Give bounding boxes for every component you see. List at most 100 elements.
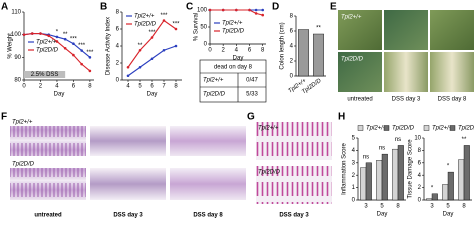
legend-label: Tpl2D/D (36, 48, 59, 54)
x-tick-label: 4 (55, 84, 59, 90)
histology (170, 126, 246, 156)
y-tick-label: 2 (418, 185, 422, 191)
significance: *** (78, 43, 86, 49)
panel-label: D (272, 2, 279, 13)
photo (430, 52, 474, 92)
histology (90, 168, 166, 200)
histology (10, 126, 86, 156)
y-axis-label: Inflammation Score (342, 143, 348, 195)
x-tick-label: 8 (88, 84, 92, 90)
legend-label: Tpl2+/+ (366, 126, 387, 132)
significance: ** (316, 26, 321, 32)
table-header: dead on day 8 (214, 65, 253, 71)
data-point (138, 65, 142, 69)
y-tick-label: 4 (290, 44, 294, 50)
panel-label: C (186, 2, 193, 13)
data-point (55, 35, 59, 39)
x-tick-label: 2 (39, 84, 43, 90)
y-tick-label: 0 (116, 78, 120, 84)
data-point (254, 12, 258, 15)
y-axis-label: Colon length (cm) (280, 22, 286, 69)
x-axis-label: Day (233, 56, 244, 62)
data-point (47, 34, 51, 38)
data-point (162, 48, 166, 52)
y-tick-label: 90 (14, 55, 21, 61)
x-tick-label: 0 (208, 48, 212, 54)
figure: A B C D E F G H dead on day 8 Tpl2+/+ 0/… (1, 2, 474, 219)
histology (90, 126, 166, 156)
bar (463, 145, 470, 201)
data-point (63, 37, 67, 41)
y-tick-label: 8 (290, 14, 294, 20)
significance: ns (363, 154, 369, 160)
significance: ** (462, 137, 467, 143)
y-tick-label: 8 (116, 10, 120, 16)
span-label: 2.5% DSS (31, 72, 59, 78)
data-point (174, 44, 178, 48)
treatment-span (24, 71, 66, 78)
bar (381, 153, 388, 201)
y-tick-label: 0 (204, 42, 208, 48)
row-label: Tpl2D/D (258, 170, 281, 176)
y-tick-label: 5 (352, 136, 356, 142)
y-tick-label: 8 (418, 148, 422, 154)
bar (426, 198, 433, 201)
data-point (88, 69, 92, 73)
table-cell: 5/33 (246, 92, 258, 98)
table-cell: Tpl2D/D (203, 92, 226, 98)
x-tick-label: 5 (380, 204, 384, 210)
panel-label: G (247, 112, 255, 123)
bar (313, 33, 324, 77)
x-tick-label: 7 (162, 84, 166, 90)
column-label: untreated (347, 97, 372, 103)
y-tick-label: 0 (290, 74, 294, 80)
photo (430, 10, 474, 50)
histology (10, 168, 86, 200)
significance: ** (138, 43, 143, 49)
y-tick-label: 0 (418, 198, 422, 204)
y-axis-label: Disease Activity Index (106, 17, 112, 75)
row-label: Tpl2D/D (341, 57, 364, 63)
data-point (138, 48, 142, 52)
photo (338, 10, 382, 50)
data-point (126, 74, 130, 78)
row-label: Tpl2+/+ (258, 126, 279, 132)
survival-table: dead on day 8 Tpl2+/+ 0/47 Tpl2D/D 5/33 (199, 59, 267, 103)
x-tick-label: 8 (174, 84, 178, 90)
data-point (254, 8, 258, 12)
panel-f: Tpl2+/+ Tpl2D/D untreated DSS day 3 DSS … (10, 120, 246, 219)
legend-swatch (449, 125, 456, 131)
data-point (88, 56, 92, 59)
y-tick-label: 10 (414, 136, 421, 142)
y-axis-label: % Survival (194, 13, 200, 41)
histology (256, 166, 332, 204)
y-tick-label: 3 (352, 160, 356, 166)
x-tick-label: 4 (126, 84, 130, 90)
legend-label: Tpl2D/D (392, 126, 415, 132)
bar (298, 29, 309, 77)
axis (209, 10, 266, 45)
y-tick-label: 100 (11, 32, 22, 38)
panel-label: E (330, 2, 337, 13)
x-tick-label: 8 (462, 204, 466, 210)
y-tick-label: 6 (418, 160, 422, 166)
data-point (221, 8, 225, 12)
data-point (126, 65, 130, 69)
legend-label: Tpl2+/+ (222, 21, 243, 27)
significance: *** (160, 13, 168, 19)
data-point (30, 32, 34, 35)
column-label: DSS day 8 (438, 97, 467, 103)
panel-label: B (100, 2, 107, 13)
y-tick-label: 4 (352, 148, 356, 154)
data-point (261, 13, 265, 17)
data-point (162, 19, 166, 22)
y-tick-label: 2 (116, 61, 120, 67)
y-axis-label: Tissue Damage Score (408, 139, 414, 199)
bar (447, 171, 454, 201)
bar (360, 167, 367, 201)
bar (397, 145, 404, 201)
bar (376, 160, 383, 201)
bar (392, 148, 399, 201)
x-axis-label: Day (443, 212, 454, 218)
y-tick-label: 4 (418, 173, 422, 179)
